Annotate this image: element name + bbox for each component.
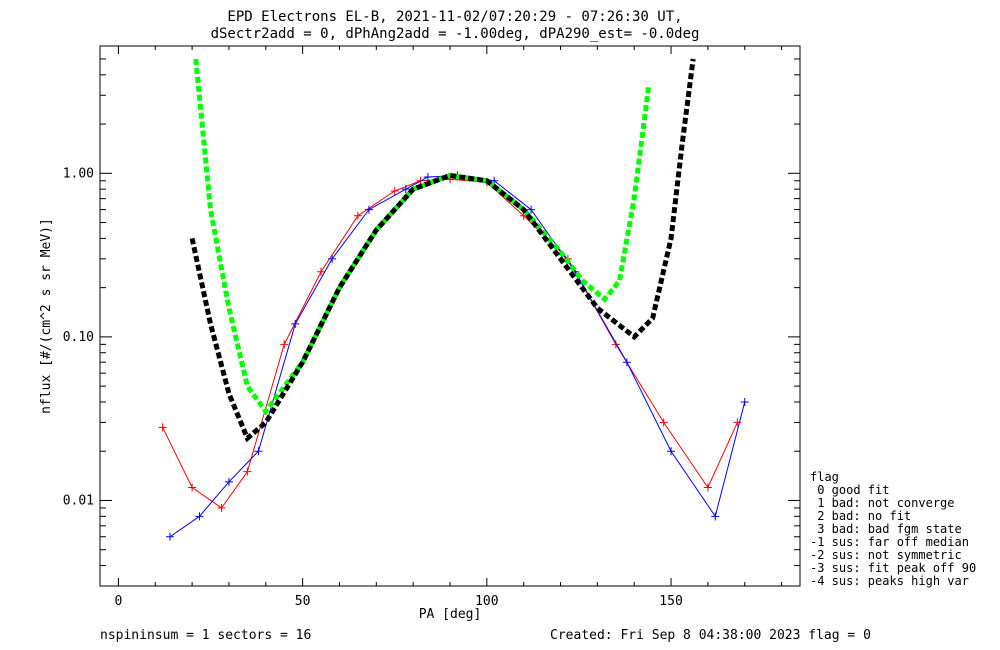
fit-layer xyxy=(189,58,696,443)
series-point-0 xyxy=(188,483,197,492)
x-tick-label: 150 xyxy=(659,594,682,609)
series-line-1 xyxy=(169,174,746,538)
series-point-0 xyxy=(217,503,226,512)
series-point-0 xyxy=(611,340,620,349)
plot-frame xyxy=(99,45,801,587)
series-point-1 xyxy=(423,172,432,181)
series-point-1 xyxy=(224,477,233,486)
chart-title-line1: EPD Electrons EL-B, 2021-11-02/07:20:29 … xyxy=(227,9,682,25)
series-point-1 xyxy=(622,358,631,367)
fit-curve-0 xyxy=(193,58,652,416)
fit-curve-1 xyxy=(189,58,696,443)
series-point-1 xyxy=(364,205,373,214)
legend-title: flag xyxy=(810,470,839,484)
series-point-0 xyxy=(390,186,399,195)
series-point-0 xyxy=(317,267,326,276)
footer-left: nspininsum = 1 sectors = 16 xyxy=(100,628,311,643)
y-tick-label: 0.10 xyxy=(63,330,94,345)
series-point-0 xyxy=(280,340,289,349)
data-layer xyxy=(158,171,749,541)
footer-right: Created: Fri Sep 8 04:38:00 2023 flag = … xyxy=(550,628,871,643)
x-axis-label: PA [deg] xyxy=(419,607,482,622)
series-point-0 xyxy=(353,211,362,220)
legend-entry: -1 sus: far off median xyxy=(810,535,969,549)
legend-entry: -2 sus: not symmetric xyxy=(810,548,962,562)
legend-entry: 0 good fit xyxy=(810,483,889,497)
series-point-1 xyxy=(740,397,749,406)
legend-entry: 1 bad: not converge xyxy=(810,496,955,510)
series-point-0 xyxy=(158,423,167,432)
series-point-1 xyxy=(195,512,204,521)
series-point-1 xyxy=(401,185,410,194)
series-point-0 xyxy=(733,418,742,427)
series-point-1 xyxy=(527,205,536,214)
y-tick-label: 1.00 xyxy=(63,166,94,181)
series-point-0 xyxy=(243,467,252,476)
series-point-1 xyxy=(166,532,174,541)
y-axis: 0.01 0.10 1.00 xyxy=(63,45,800,587)
legend-entry: 3 bad: bad fgm state xyxy=(810,522,962,536)
x-tick-label: 100 xyxy=(475,594,498,609)
series-point-1 xyxy=(667,447,676,456)
y-axis-label: nflux [#/(cm^2 s sr MeV)] xyxy=(39,218,54,414)
chart-title-line2: dSectr2add = 0, dPhAng2add = -1.00deg, d… xyxy=(211,26,700,42)
series-point-0 xyxy=(659,418,668,427)
series-point-1 xyxy=(711,512,720,521)
flag-legend: flag 0 good fit 1 bad: not converge 2 ba… xyxy=(810,470,976,588)
series-point-0 xyxy=(703,483,712,492)
series-point-1 xyxy=(291,319,300,328)
y-tick-label: 0.01 xyxy=(63,493,94,508)
x-tick-label: 50 xyxy=(295,594,311,609)
legend-entry: -3 sus: fit peak off 90 xyxy=(810,561,976,575)
series-point-1 xyxy=(254,447,263,456)
x-tick-label: 0 xyxy=(115,594,123,609)
series-point-1 xyxy=(328,254,337,263)
series-line-0 xyxy=(162,178,738,509)
legend-entry: -4 sus: peaks high var xyxy=(810,574,969,588)
x-axis: 0 50 100 150 xyxy=(115,46,783,609)
legend-entry: 2 bad: no fit xyxy=(810,509,911,523)
